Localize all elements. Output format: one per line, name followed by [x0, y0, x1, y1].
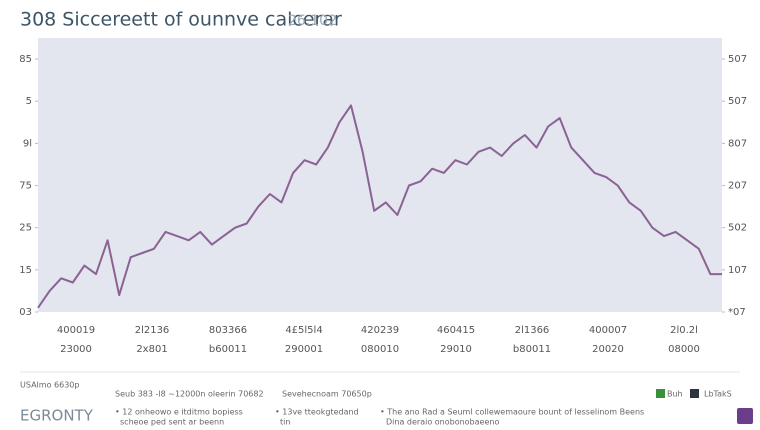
x-tick-label: 23000	[60, 344, 92, 355]
x-tick-label: 2x801	[136, 344, 167, 355]
line	[37, 104, 722, 309]
badge: LbTakS	[704, 390, 732, 399]
note: Seub 383 -l8 ~12000n oleerin 70682	[115, 390, 264, 399]
x-tick-label: 2l0.2l	[670, 325, 698, 336]
y2-tick-label: 207	[728, 181, 747, 192]
y2-tick-label: *07	[728, 307, 746, 318]
x-tick-label: 400019	[57, 325, 95, 336]
x-tick-label: b60011	[209, 344, 247, 355]
x-tick-label: 420239	[361, 325, 399, 336]
y2-tick-label: 502	[728, 223, 747, 234]
brand: EGRONTY	[20, 407, 94, 425]
note: Sevehecnoam 70650p	[282, 390, 372, 399]
x-tick-label: 20020	[592, 344, 624, 355]
badge-icon	[656, 389, 665, 398]
bullet: scheoe ped sent ar beenn	[120, 418, 224, 427]
y-tick-label: 75	[19, 181, 32, 192]
x-tick-label: 803366	[209, 325, 247, 336]
y2-tick-label: 507	[728, 96, 747, 107]
x-tick-label: 2l2136	[135, 325, 170, 336]
x-tick-label: b80011	[513, 344, 551, 355]
chart-subtitle: 26.102	[288, 13, 337, 29]
y-tick-label: 15	[19, 265, 32, 276]
bullet: • 13ve tteokgtedand	[275, 408, 359, 417]
x-tick-label: 29010	[440, 344, 472, 355]
y-tick-label: 25	[19, 223, 32, 234]
bullet: • 12 onheowo e itditmo bopiess	[115, 408, 243, 417]
y-tick-label: 03	[19, 307, 32, 318]
logo	[737, 408, 753, 424]
x-tick-label: 460415	[437, 325, 475, 336]
y2-tick-label: 107	[728, 265, 747, 276]
y-tick-label: 5	[26, 96, 32, 107]
y-tick-label: 85	[19, 54, 32, 65]
plot-area	[38, 38, 722, 312]
x-tick-label: 08000	[668, 344, 700, 355]
bullet: Dina deraio onobonobaeeno	[386, 418, 499, 427]
y-tick-label: 9l	[23, 138, 32, 149]
chart-title: 308 Siccereett of ounnve calcerar	[20, 9, 342, 31]
y2-tick-label: 507	[728, 54, 747, 65]
y2-tick-label: 807	[728, 138, 747, 149]
x-tick-label: 290001	[285, 344, 323, 355]
x-tick-label: 080010	[361, 344, 399, 355]
bullet: tin	[280, 418, 290, 427]
x-tick-label: 2l1366	[515, 325, 550, 336]
x-tick-label: 400007	[589, 325, 627, 336]
x-tick-label: 4£5l5l4	[285, 325, 322, 336]
source: USAlmo 6630p	[20, 381, 79, 390]
badge-icon	[690, 389, 699, 398]
badge: Buh	[667, 390, 683, 399]
bullet: • The ano Rad a Seuml collewemaoure boun…	[380, 408, 644, 417]
